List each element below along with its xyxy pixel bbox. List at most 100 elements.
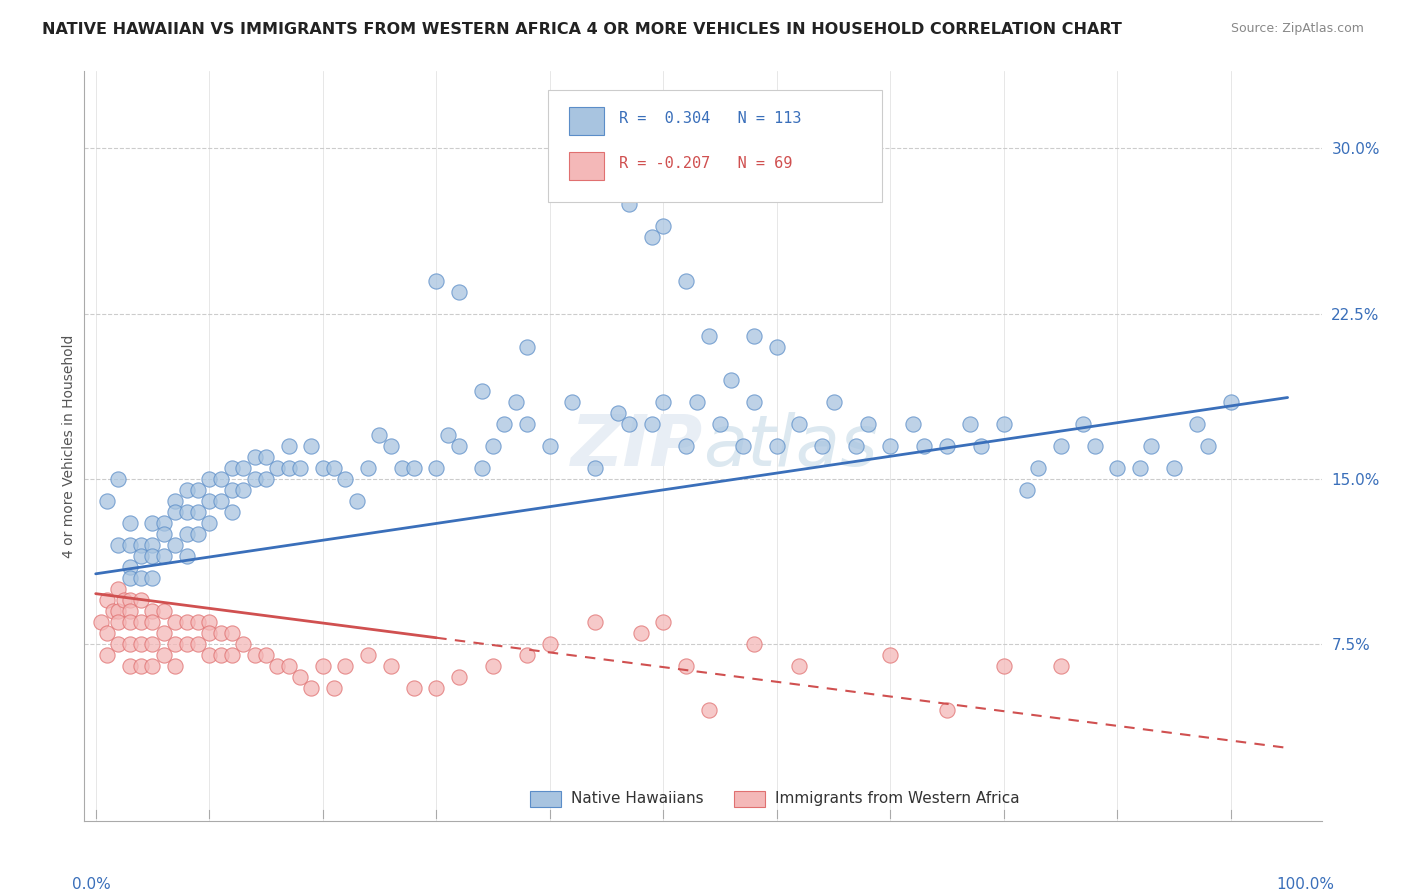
Point	[811, 439, 834, 453]
Point	[1219, 395, 1241, 409]
Text: 0.0%: 0.0%	[72, 877, 111, 892]
Point	[1129, 461, 1152, 475]
Point	[187, 483, 209, 497]
Point	[335, 472, 357, 486]
Point	[107, 538, 129, 552]
Point	[176, 615, 198, 630]
Point	[176, 549, 198, 564]
Point	[583, 615, 606, 630]
Point	[107, 582, 129, 597]
Point	[176, 637, 198, 651]
Point	[959, 417, 981, 431]
Text: ZIP: ZIP	[571, 411, 703, 481]
Point	[641, 417, 664, 431]
FancyBboxPatch shape	[569, 106, 605, 135]
Point	[494, 417, 516, 431]
Point	[789, 417, 811, 431]
Text: Immigrants from Western Africa: Immigrants from Western Africa	[775, 791, 1019, 806]
Point	[1107, 461, 1129, 475]
Point	[118, 637, 141, 651]
Point	[277, 659, 299, 673]
Point	[402, 461, 425, 475]
Point	[221, 505, 243, 519]
Text: Native Hawaiians: Native Hawaiians	[571, 791, 703, 806]
Point	[1163, 461, 1185, 475]
Point	[129, 538, 152, 552]
Point	[232, 483, 254, 497]
Point	[380, 439, 402, 453]
Point	[425, 274, 447, 288]
Point	[107, 637, 129, 651]
Point	[96, 626, 118, 640]
Point	[232, 637, 254, 651]
Point	[652, 219, 675, 233]
Point	[96, 648, 118, 663]
Point	[516, 340, 538, 354]
Point	[118, 571, 141, 585]
Point	[107, 615, 129, 630]
Point	[731, 439, 754, 453]
Point	[141, 615, 163, 630]
Point	[845, 439, 868, 453]
Point	[641, 229, 664, 244]
Point	[993, 659, 1015, 673]
Point	[675, 659, 697, 673]
Point	[187, 527, 209, 541]
Point	[254, 450, 277, 464]
Point	[1185, 417, 1208, 431]
Point	[165, 494, 187, 508]
Point	[583, 461, 606, 475]
Point	[1197, 439, 1219, 453]
Point	[209, 494, 232, 508]
Point	[323, 681, 346, 696]
FancyBboxPatch shape	[569, 152, 605, 180]
Point	[505, 395, 527, 409]
Point	[165, 538, 187, 552]
Text: NATIVE HAWAIIAN VS IMMIGRANTS FROM WESTERN AFRICA 4 OR MORE VEHICLES IN HOUSEHOL: NATIVE HAWAIIAN VS IMMIGRANTS FROM WESTE…	[42, 22, 1122, 37]
Point	[652, 615, 675, 630]
Point	[346, 494, 368, 508]
Point	[765, 340, 787, 354]
Point	[447, 439, 470, 453]
Point	[198, 472, 221, 486]
Point	[1071, 417, 1094, 431]
Point	[221, 648, 243, 663]
Point	[118, 538, 141, 552]
Point	[141, 604, 163, 618]
Point	[742, 328, 765, 343]
Point	[970, 439, 993, 453]
Point	[368, 428, 391, 442]
Point	[765, 439, 787, 453]
Point	[288, 670, 311, 684]
Text: R =  0.304   N = 113: R = 0.304 N = 113	[619, 112, 801, 126]
Text: 100.0%: 100.0%	[1277, 877, 1334, 892]
Point	[118, 593, 141, 607]
Point	[129, 637, 152, 651]
Point	[823, 395, 845, 409]
Point	[1049, 439, 1071, 453]
Point	[176, 483, 198, 497]
Point	[697, 328, 720, 343]
FancyBboxPatch shape	[530, 790, 561, 807]
Point	[153, 626, 176, 640]
Point	[652, 395, 675, 409]
Point	[1026, 461, 1049, 475]
Point	[129, 549, 152, 564]
Point	[516, 648, 538, 663]
Point	[425, 681, 447, 696]
Point	[141, 538, 163, 552]
Point	[391, 461, 413, 475]
Text: R = -0.207   N = 69: R = -0.207 N = 69	[619, 156, 792, 171]
Point	[742, 395, 765, 409]
Point	[90, 615, 112, 630]
Point	[118, 516, 141, 530]
Point	[299, 439, 322, 453]
Point	[323, 461, 346, 475]
Point	[141, 571, 163, 585]
Point	[107, 472, 129, 486]
Point	[619, 196, 641, 211]
Text: Source: ZipAtlas.com: Source: ZipAtlas.com	[1230, 22, 1364, 36]
Point	[482, 659, 505, 673]
Point	[176, 505, 198, 519]
Point	[742, 637, 765, 651]
